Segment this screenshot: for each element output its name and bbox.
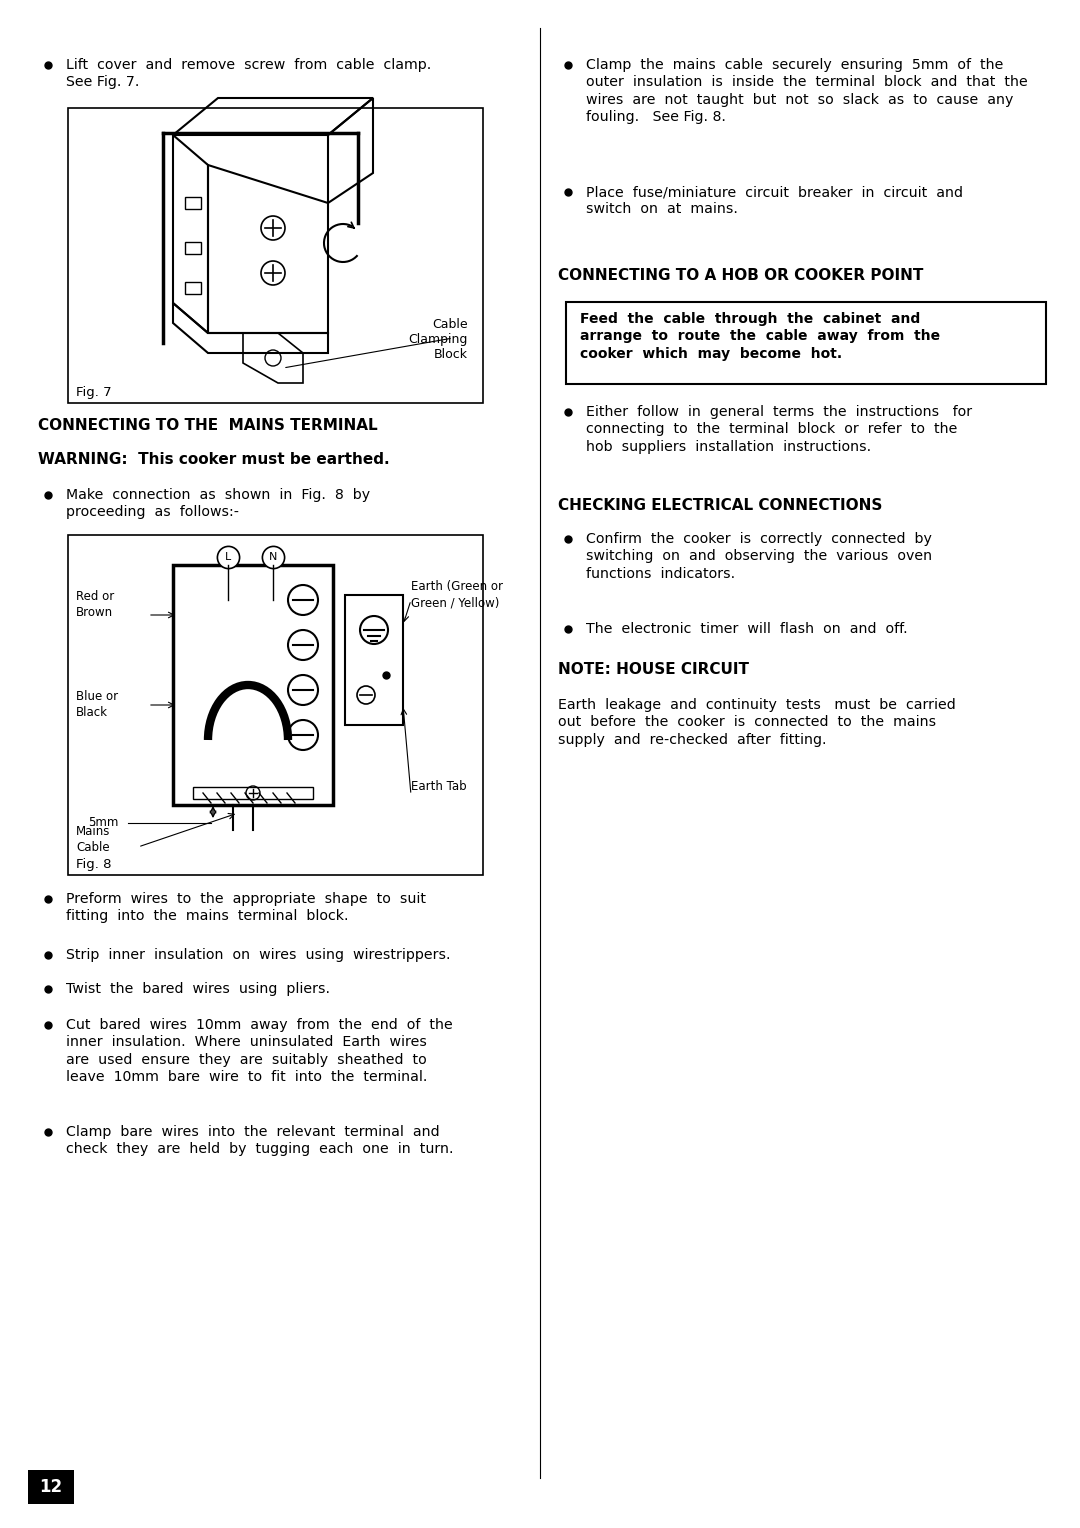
Bar	[566, 303, 1047, 384]
Bar	[345, 594, 403, 724]
Text: WARNING:  This cooker must be earthed.: WARNING: This cooker must be earthed.	[38, 452, 390, 468]
Bar	[185, 197, 201, 209]
Text: Feed  the  cable  through  the  cabinet  and
arrange  to  route  the  cable  awa: Feed the cable through the cabinet and a…	[580, 312, 940, 361]
Bar	[173, 565, 333, 805]
Text: Mains
Cable: Mains Cable	[76, 825, 110, 854]
Text: Earth (Green or
Green / Yellow): Earth (Green or Green / Yellow)	[411, 581, 503, 610]
Bar	[28, 1470, 75, 1504]
Text: Confirm  the  cooker  is  correctly  connected  by
switching  on  and  observing: Confirm the cooker is correctly connecte…	[586, 532, 932, 581]
Text: Clamp  the  mains  cable  securely  ensuring  5mm  of  the
outer  insulation  is: Clamp the mains cable securely ensuring …	[586, 58, 1028, 124]
Text: 5mm: 5mm	[87, 816, 119, 830]
Text: CONNECTING TO A HOB OR COOKER POINT: CONNECTING TO A HOB OR COOKER POINT	[558, 267, 923, 283]
Text: 12: 12	[40, 1478, 63, 1496]
Bar	[68, 108, 483, 403]
Text: Make  connection  as  shown  in  Fig.  8  by
proceeding  as  follows:-: Make connection as shown in Fig. 8 by pr…	[66, 487, 370, 520]
Text: Blue or
Black: Blue or Black	[76, 691, 118, 720]
Bar	[68, 535, 483, 876]
Text: Fig. 7: Fig. 7	[76, 387, 111, 399]
Text: Red or
Brown: Red or Brown	[76, 590, 114, 619]
Text: Cut  bared  wires  10mm  away  from  the  end  of  the
inner  insulation.  Where: Cut bared wires 10mm away from the end o…	[66, 1018, 453, 1083]
Text: CONNECTING TO THE  MAINS TERMINAL: CONNECTING TO THE MAINS TERMINAL	[38, 419, 378, 432]
Text: Earth  leakage  and  continuity  tests   must  be  carried
out  before  the  coo: Earth leakage and continuity tests must …	[558, 698, 956, 747]
Text: Place  fuse/miniature  circuit  breaker  in  circuit  and
switch  on  at  mains.: Place fuse/miniature circuit breaker in …	[586, 185, 963, 217]
Text: Twist  the  bared  wires  using  pliers.: Twist the bared wires using pliers.	[66, 983, 330, 996]
Text: L: L	[225, 552, 231, 562]
Text: NOTE: HOUSE CIRCUIT: NOTE: HOUSE CIRCUIT	[558, 662, 750, 677]
Bar	[185, 283, 201, 293]
Text: Strip  inner  insulation  on  wires  using  wirestrippers.: Strip inner insulation on wires using wi…	[66, 947, 450, 963]
Text: Cable
Clamping
Block: Cable Clamping Block	[408, 318, 468, 361]
Bar	[193, 787, 313, 799]
Text: Lift  cover  and  remove  screw  from  cable  clamp.
See Fig. 7.: Lift cover and remove screw from cable c…	[66, 58, 431, 89]
Text: CHECKING ELECTRICAL CONNECTIONS: CHECKING ELECTRICAL CONNECTIONS	[558, 498, 882, 513]
Text: N: N	[269, 552, 278, 562]
Text: Earth Tab: Earth Tab	[411, 779, 467, 793]
Text: The  electronic  timer  will  flash  on  and  off.: The electronic timer will flash on and o…	[586, 622, 907, 636]
Text: Preform  wires  to  the  appropriate  shape  to  suit
fitting  into  the  mains : Preform wires to the appropriate shape t…	[66, 892, 426, 923]
Text: Fig. 8: Fig. 8	[76, 859, 111, 871]
Text: Either  follow  in  general  terms  the  instructions   for
connecting  to  the : Either follow in general terms the instr…	[586, 405, 972, 454]
Bar	[185, 241, 201, 254]
Text: Clamp  bare  wires  into  the  relevant  terminal  and
check  they  are  held  b: Clamp bare wires into the relevant termi…	[66, 1125, 454, 1157]
